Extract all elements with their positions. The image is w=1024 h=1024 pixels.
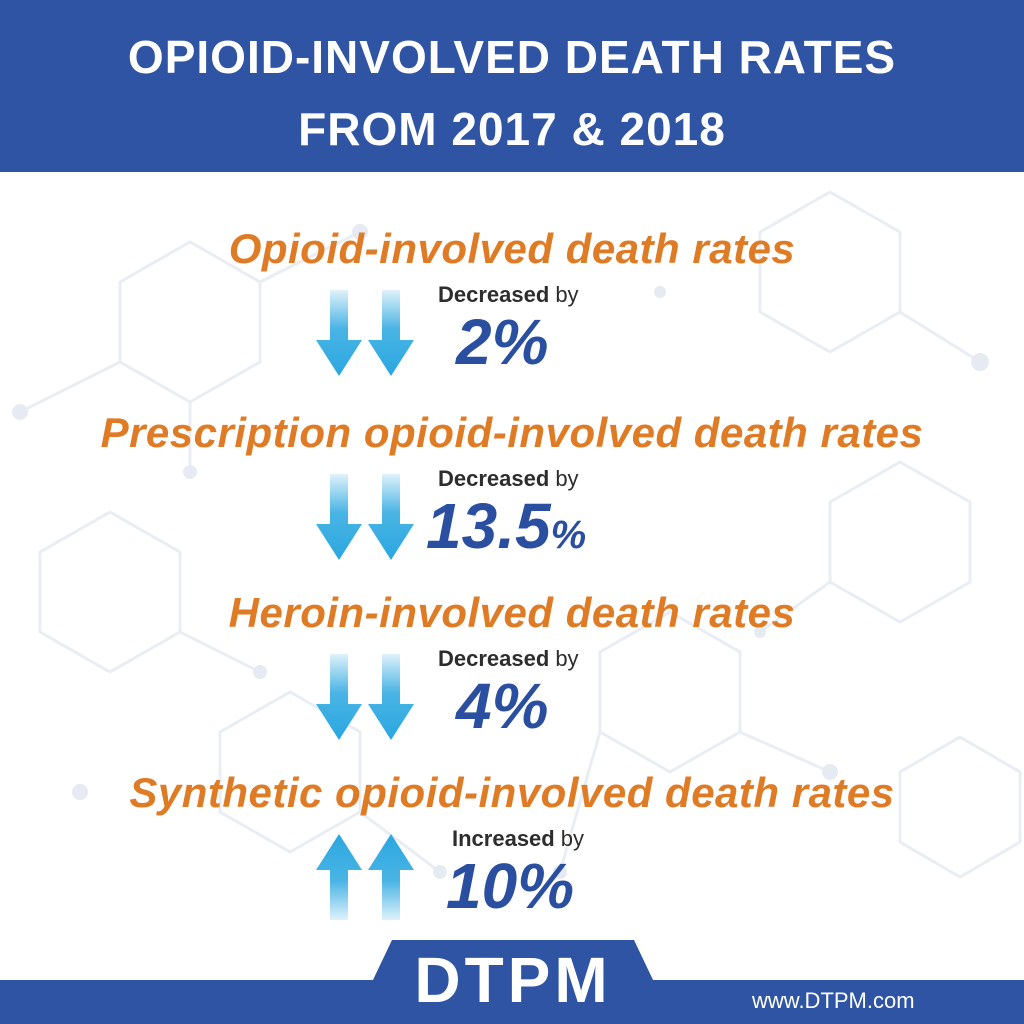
header-title-line-1: OPIOID-INVOLVED DEATH RATES: [127, 31, 897, 83]
stat-synthetic-opioid-involved: Synthetic opioid-involved death rates In…: [0, 772, 1024, 952]
stat-value: 4%: [456, 670, 549, 742]
stat-title: Opioid-involved death rates: [228, 225, 796, 272]
arrow-down-icon: [316, 654, 362, 740]
header-title-line-2: FROM 2017 & 2018: [298, 103, 726, 155]
change-label: Decreased by: [438, 648, 579, 670]
arrow-down-icon: [368, 654, 414, 740]
stat-title: Synthetic opioid-involved death rates: [129, 769, 895, 816]
stat-prescription-opioid-involved: Prescription opioid-involved death rates…: [0, 412, 1024, 592]
arrow-down-icon: [316, 474, 416, 560]
arrow-down-icon: [368, 474, 414, 560]
stat-value: 13.5%: [426, 494, 586, 558]
website-url[interactable]: www.DTPM.com: [752, 988, 915, 1013]
stat-title: Prescription opioid-involved death rates: [100, 409, 924, 456]
arrow-up-icon: [368, 834, 414, 920]
change-word: Increased: [452, 826, 555, 851]
change-word: Decreased: [438, 646, 550, 671]
arrow-down-icon: [316, 654, 416, 740]
logo-tab: [352, 940, 674, 1024]
change-label: Increased by: [452, 828, 584, 850]
stat-value-unit: %: [550, 513, 587, 557]
arrow-down-icon: [316, 290, 416, 376]
change-by: by: [555, 646, 579, 671]
stat-title: Heroin-involved death rates: [228, 589, 796, 636]
change-by: by: [560, 826, 584, 851]
change-by: by: [555, 282, 579, 307]
stat-value-number: 13.5: [426, 490, 551, 562]
stat-opioid-involved: Opioid-involved death rates Decreased by …: [0, 228, 1024, 408]
change-word: Decreased: [438, 466, 550, 491]
change-label: Decreased by: [438, 468, 579, 490]
header-banner: OPIOID-INVOLVED DEATH RATES FROM 2017 & …: [0, 0, 1024, 172]
arrow-down-icon: [368, 290, 414, 376]
stat-value: 2%: [456, 306, 549, 378]
change-label: Decreased by: [438, 284, 579, 306]
change-by: by: [555, 466, 579, 491]
stat-value: 10%: [446, 850, 575, 922]
arrow-up-icon: [316, 834, 416, 920]
molecule-background-pattern: [12, 190, 1022, 879]
stat-heroin-involved: Heroin-involved death rates Decreased by …: [0, 592, 1024, 772]
arrow-down-icon: [316, 474, 362, 560]
change-word: Decreased: [438, 282, 550, 307]
arrow-up-icon: [316, 834, 362, 920]
dtpm-logo: DTPM: [414, 944, 612, 1016]
arrow-down-icon: [316, 290, 362, 376]
